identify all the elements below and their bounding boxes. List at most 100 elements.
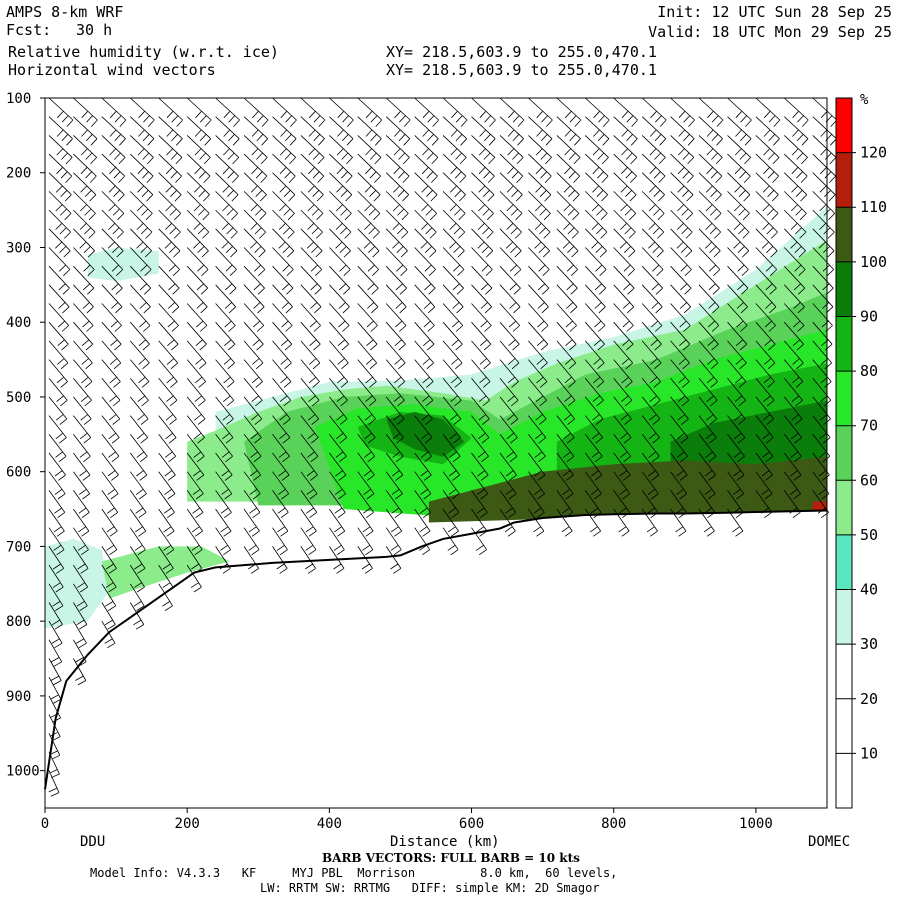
wind-barb-column-14 [442, 97, 468, 556]
wind-barb-path [73, 97, 98, 686]
rh-fill-layer [45, 206, 827, 629]
wind-barb-column-2 [101, 97, 127, 649]
colorbar-bin [836, 480, 852, 535]
wind-barb-path [414, 97, 439, 556]
wind-barb-column-22 [670, 97, 695, 537]
wind-barb-column-11 [357, 97, 383, 574]
wind-barb-column-19 [584, 97, 610, 537]
wind-barb-column-20 [613, 97, 638, 537]
wind-barb-path [129, 97, 155, 630]
wind-barb-column-9 [300, 97, 326, 574]
wind-barb-path [698, 97, 724, 537]
x-tick-label: 200 [175, 816, 200, 832]
cross-section-coords-2: XY= 218.5,603.9 to 255.0,470.1 [386, 61, 657, 79]
wind-barb-column-1 [73, 97, 98, 686]
physics-info: LW: RRTM SW: RRTMG DIFF: simple KM: 2D S… [260, 881, 600, 895]
wind-barb-path [300, 97, 326, 574]
rh-region-9 [386, 411, 465, 457]
field-title-rh: Relative humidity (w.r.t. ice) [8, 43, 279, 61]
y-tick-label: 300 [6, 240, 31, 256]
colorbar-bin [836, 589, 852, 645]
wind-barb-column-4 [158, 97, 183, 611]
colorbar-label: 60 [860, 471, 878, 489]
wind-barb-path [471, 97, 496, 556]
colorbar-label: 110 [860, 198, 887, 216]
wind-barb-path [48, 97, 74, 797]
axes-layer: 100 200 300 400 500 600 700 800 900 1000 0 200 400 60… [6, 91, 773, 832]
colorbar-label: 10 [860, 744, 878, 762]
y-tick-label: 100 [6, 91, 31, 107]
colorbar-bin [836, 644, 852, 699]
wind-barb-column-17 [528, 97, 553, 537]
colorbar-frame [835, 97, 853, 809]
rh-region-12 [812, 501, 827, 511]
wind-barb-path [755, 97, 781, 519]
terrain-layer [44, 509, 828, 790]
left-endpoint-label: DDU [80, 834, 106, 850]
colorbar-bin [836, 371, 852, 426]
valid-time: Valid: 18 UTC Mon 29 Sep 25 [648, 23, 892, 41]
wind-barb-column-10 [329, 97, 354, 574]
y-tick-label: 600 [6, 465, 31, 481]
colorbar-bin [836, 316, 852, 372]
x-axis-label: Distance (km) [390, 834, 500, 850]
x-tick-label: 1000 [739, 816, 773, 832]
wind-barb-path [243, 97, 269, 574]
wind-barb-column-24 [727, 97, 752, 537]
y-tick-label: 400 [6, 315, 31, 331]
colorbar-label: 90 [860, 307, 878, 325]
y-tick-label: 700 [6, 539, 31, 555]
rh-region-1 [87, 247, 159, 282]
colorbar-bin [836, 207, 852, 262]
wind-barb-path [556, 97, 582, 537]
wind-barb-path [528, 97, 553, 537]
x-tick-label: 600 [459, 816, 484, 832]
forecast-hours: 30 h [76, 21, 113, 39]
wind-barb-column-26 [783, 97, 809, 519]
wind-barb-column-16 [499, 97, 525, 537]
barb-note: BARB VECTORS: FULL BARB = 10 kts [322, 851, 580, 865]
wind-barb-path [329, 97, 354, 574]
wind-barb-path [727, 97, 752, 537]
rh-region-11 [428, 456, 827, 523]
wind-barb-column-15 [471, 97, 496, 556]
colorbar-label: 80 [860, 362, 878, 380]
wind-barb-column-3 [129, 97, 155, 630]
wind-barb-path [641, 97, 667, 537]
wind-barb-column-21 [641, 97, 667, 537]
wind-barb-path [613, 97, 638, 537]
rh-region-2 [45, 538, 109, 629]
colorbar-bin [836, 261, 852, 317]
cross-section-coords-1: XY= 218.5,603.9 to 255.0,470.1 [386, 43, 657, 61]
field-title-wind: Horizontal wind vectors [8, 61, 216, 79]
x-tick-label: 400 [317, 816, 342, 832]
colorbar-unit: % [860, 92, 869, 108]
wind-barb-column-25 [755, 97, 781, 519]
y-tick-label: 500 [6, 390, 31, 406]
y-tick-label: 200 [6, 166, 31, 182]
y-tick-label: 900 [6, 689, 31, 705]
model-title: AMPS 8-km WRF [6, 3, 124, 21]
colorbar-label: 120 [860, 144, 887, 162]
wind-barb-column-7 [243, 97, 269, 574]
wind-barb-path [385, 97, 411, 574]
colorbar-bin [836, 425, 852, 481]
right-endpoint-label: DOMEC [808, 834, 851, 850]
wind-barb-path [442, 97, 468, 556]
wind-barb-path [101, 97, 127, 649]
colorbar-label: 20 [860, 690, 878, 708]
wind-barb-column-12 [385, 97, 411, 574]
colorbar-label: 50 [860, 526, 878, 544]
x-tick-label: 800 [601, 816, 626, 832]
wind-barb-path [499, 97, 525, 537]
wind-barb-path [158, 97, 183, 611]
wind-barb-column-18 [556, 97, 582, 537]
wind-barb-column-0 [48, 97, 74, 797]
wind-barb-path [272, 97, 297, 574]
wind-barb-path [783, 97, 809, 519]
colorbar-bin [836, 98, 852, 153]
colorbar-bin [836, 534, 852, 590]
wind-barb-path [357, 97, 383, 574]
colorbar-label: 70 [860, 417, 878, 435]
